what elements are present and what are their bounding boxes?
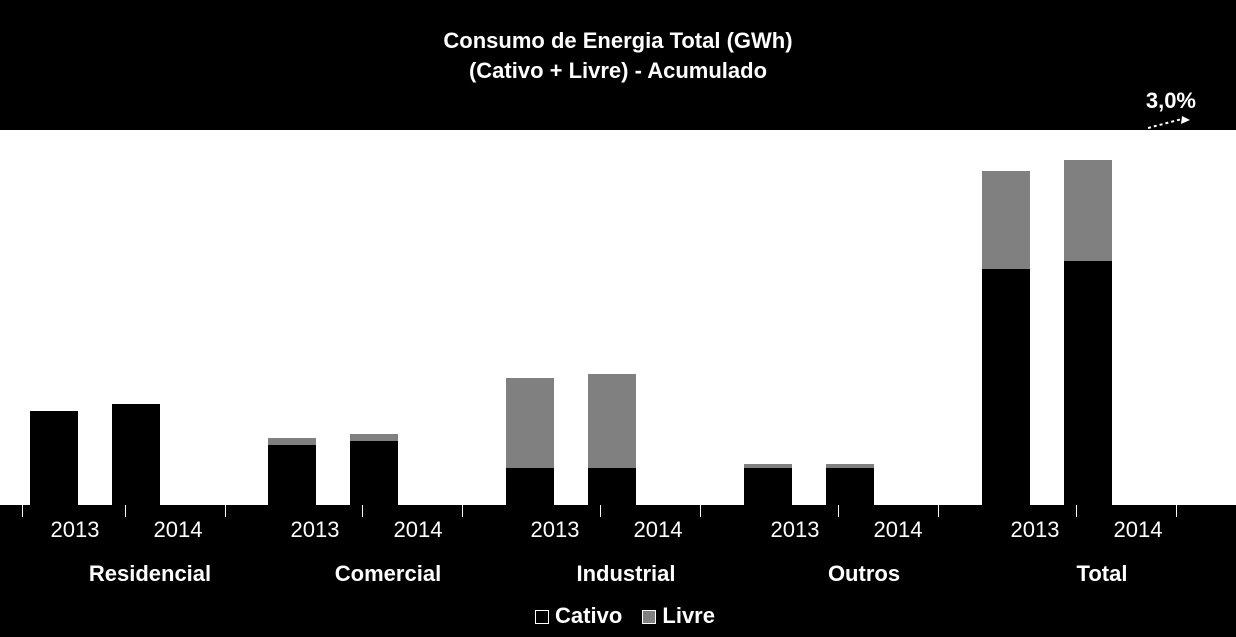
- bar-group: [268, 434, 398, 505]
- bar: [982, 171, 1030, 505]
- x-axis-tick-row: [0, 505, 1236, 517]
- x-axis-year-label: 2014: [138, 517, 218, 543]
- x-axis-year-label: 2013: [35, 517, 115, 543]
- bar-group: [744, 464, 874, 505]
- bar: [826, 464, 874, 505]
- bar-segment-cativo: [1064, 261, 1112, 505]
- bar-segment-livre: [506, 378, 554, 468]
- legend-swatch-livre: [642, 610, 656, 624]
- x-axis-year-label: 2013: [995, 517, 1075, 543]
- chart-footer-band: 2013 2014 2013 2014 2013 2014 2013 2014 2013 2014…: [0, 505, 1236, 637]
- bar-segment-cativo: [826, 468, 874, 506]
- bar: [744, 464, 792, 505]
- x-axis-year-label: 2014: [1098, 517, 1178, 543]
- bar: [112, 404, 160, 505]
- x-axis-tick: [362, 505, 363, 517]
- x-axis-category-label: Residencial: [70, 561, 230, 587]
- x-axis-category-label: Outros: [784, 561, 944, 587]
- bar: [268, 438, 316, 506]
- chart-title-line1: Consumo de Energia Total (GWh): [0, 26, 1236, 56]
- x-axis-year-label: 2013: [755, 517, 835, 543]
- legend-swatch-cativo: [535, 610, 549, 624]
- bar-segment-livre: [588, 374, 636, 468]
- bar-segment-cativo: [268, 445, 316, 505]
- growth-arrow-icon: [1148, 116, 1190, 130]
- x-axis-tick: [22, 505, 23, 517]
- x-axis-tick: [1176, 505, 1177, 517]
- x-axis-tick: [838, 505, 839, 517]
- x-axis-year-row: 2013 2014 2013 2014 2013 2014 2013 2014 2013 2014: [0, 517, 1236, 549]
- chart-title-line2: (Cativo + Livre) - Acumulado: [0, 56, 1236, 86]
- bar: [30, 411, 78, 505]
- bar-segment-cativo: [588, 468, 636, 506]
- bar: [1064, 160, 1112, 505]
- bar-segment-livre: [982, 171, 1030, 269]
- chart-plot-area: [0, 130, 1236, 505]
- energy-consumption-chart: Consumo de Energia Total (GWh) (Cativo +…: [0, 0, 1236, 637]
- bar-group: [30, 404, 160, 505]
- chart-legend: Cativo Livre: [0, 603, 1236, 629]
- x-axis-year-label: 2014: [858, 517, 938, 543]
- legend-label-cativo: Cativo: [555, 603, 622, 628]
- x-axis-tick: [700, 505, 701, 517]
- bar-segment-cativo: [30, 411, 78, 505]
- bar-segment-cativo: [112, 404, 160, 505]
- chart-title: Consumo de Energia Total (GWh) (Cativo +…: [0, 0, 1236, 85]
- bar: [506, 378, 554, 506]
- x-axis-year-label: 2014: [378, 517, 458, 543]
- x-axis-tick: [125, 505, 126, 517]
- x-axis-year-label: 2014: [618, 517, 698, 543]
- bar: [350, 434, 398, 505]
- bar: [588, 374, 636, 505]
- x-axis-tick: [462, 505, 463, 517]
- bar-group: [506, 374, 636, 505]
- x-axis-category-row: Residencial Comercial Industrial Outros Tota…: [0, 561, 1236, 591]
- x-axis-category-label: Comercial: [308, 561, 468, 587]
- x-axis-year-label: 2013: [515, 517, 595, 543]
- x-axis-category-label: Industrial: [546, 561, 706, 587]
- bar-segment-livre: [350, 434, 398, 442]
- bar-segment-cativo: [350, 441, 398, 505]
- x-axis-tick: [1076, 505, 1077, 517]
- total-growth-label: 3,0%: [1146, 88, 1196, 114]
- x-axis-tick: [600, 505, 601, 517]
- bar-segment-cativo: [744, 468, 792, 506]
- bar-group: [982, 160, 1112, 505]
- bar-segment-cativo: [506, 468, 554, 506]
- x-axis-tick: [938, 505, 939, 517]
- bar-segment-livre: [268, 438, 316, 446]
- chart-header-band: Consumo de Energia Total (GWh) (Cativo +…: [0, 0, 1236, 130]
- x-axis-year-label: 2013: [275, 517, 355, 543]
- legend-label-livre: Livre: [662, 603, 715, 628]
- bar-segment-cativo: [982, 269, 1030, 505]
- x-axis-tick: [225, 505, 226, 517]
- x-axis-category-label: Total: [1022, 561, 1182, 587]
- bar-segment-livre: [1064, 160, 1112, 261]
